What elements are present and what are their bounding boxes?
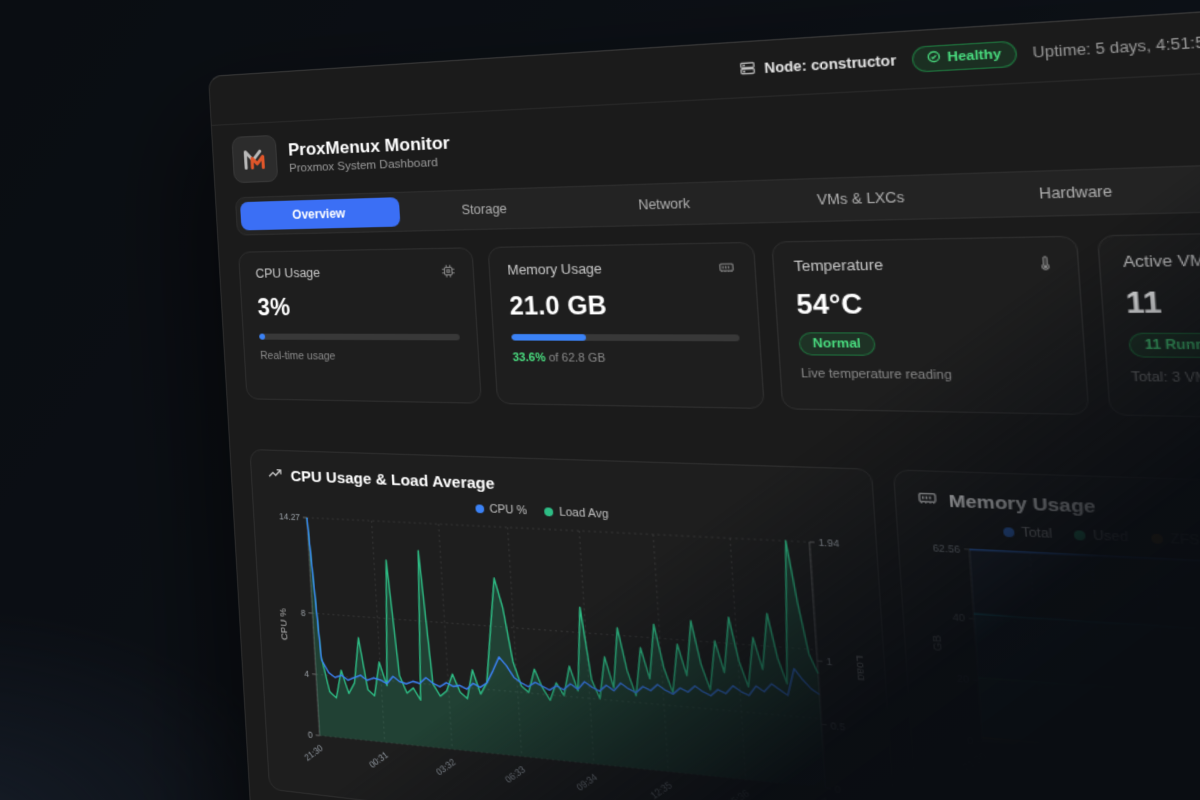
svg-text:1: 1: [826, 657, 833, 668]
memory-card-title: Memory Usage: [506, 261, 603, 278]
svg-text:GB: GB: [929, 634, 944, 651]
memory-caption: 33.6% of 62.8 GB: [512, 351, 606, 366]
svg-text:09:34: 09:34: [575, 772, 600, 794]
check-circle-icon: [926, 50, 942, 67]
svg-text:03:32: 03:32: [1082, 761, 1113, 785]
svg-text:CPU %: CPU %: [278, 608, 290, 641]
svg-text:03:32: 03:32: [434, 757, 458, 778]
dashboard-window: Node: constructor Healthy Uptime: 5 days…: [208, 0, 1200, 800]
svg-text:21:30: 21:30: [303, 743, 325, 763]
svg-text:12:35: 12:35: [648, 780, 674, 800]
vms-value: 11: [1124, 286, 1163, 320]
vms-caption: Total: 3 VMs, 9 LXC: [1130, 369, 1200, 387]
svg-text:15:36: 15:36: [725, 788, 752, 800]
memory-chart-title: Memory Usage: [948, 490, 1097, 518]
svg-text:14.27: 14.27: [279, 512, 301, 523]
memory-progress: [511, 334, 740, 342]
svg-text:8: 8: [301, 608, 307, 618]
tab-system-logs[interactable]: System Logs: [1190, 164, 1200, 207]
cpu-chip-icon: [440, 264, 456, 282]
memory-chart: 21:3000:3103:3206:3309:3412:3515:3618:37…: [919, 535, 1200, 800]
svg-text:06:33: 06:33: [503, 764, 528, 785]
memory-chip-icon: [718, 259, 736, 279]
stat-cards-row: CPU Usage 3% Real-time usage Memory Usag…: [219, 228, 1200, 423]
memory-usage-card: Memory Usage 21.0 GB 33.6% of 62.8 GB: [487, 241, 765, 410]
cpu-value: 3%: [256, 293, 291, 321]
trending-up-icon: [267, 465, 284, 486]
temperature-value: 54°C: [795, 288, 864, 320]
vms-card-title: Active VM & LXC: [1122, 251, 1200, 271]
tab-overview[interactable]: Overview: [239, 197, 401, 231]
dashboard-panel: Node: constructor Healthy Uptime: 5 days…: [208, 0, 1200, 800]
svg-text:0: 0: [308, 730, 314, 740]
cpu-progress: [259, 333, 460, 341]
node-info: Node: constructor: [738, 51, 897, 80]
svg-text:00:31: 00:31: [1020, 756, 1051, 780]
server-icon: [738, 59, 756, 79]
tab-hardware[interactable]: Hardware: [1038, 182, 1113, 203]
svg-text:00:31: 00:31: [367, 750, 390, 771]
memory-value: 21.0 GB: [508, 291, 608, 320]
tab-storage[interactable]: Storage: [461, 201, 508, 218]
svg-text:0: 0: [834, 784, 841, 796]
uptime-text: Uptime: 5 days, 4:51:51: [1032, 33, 1200, 62]
active-vm-lxc-card: Active VM & LXC 11 11 Running 1 Stopped …: [1096, 228, 1200, 423]
svg-text:0.5: 0.5: [830, 720, 846, 732]
cpu-load-chart: 21:30 00:31 03:32 06:33 09:34 12:35 15:36 18:37…: [269, 506, 875, 800]
svg-text:06:33: 06:33: [1145, 767, 1177, 791]
main-grid: CPU Usage & Load Average CPU % Load Avg …: [230, 448, 1200, 800]
svg-text:20: 20: [956, 674, 970, 686]
temperature-card: Temperature 54°C Normal Live temperature…: [771, 235, 1090, 416]
cpu-caption: Real-time usage: [259, 349, 336, 363]
temperature-card-title: Temperature: [793, 257, 884, 275]
svg-text:21:30: 21:30: [960, 750, 990, 773]
temperature-caption: Live temperature reading: [800, 366, 953, 383]
tab-vms-lxcs[interactable]: VMs & LXCs: [816, 189, 905, 209]
svg-text:1.94: 1.94: [818, 538, 840, 550]
running-badge: 11 Running: [1128, 332, 1200, 359]
memory-chart-card: Memory Usage Total Used ZFS ARC Availabl…: [892, 469, 1200, 800]
tab-network[interactable]: Network: [637, 195, 691, 213]
proxmenux-logo: [231, 134, 279, 184]
svg-text:18:37: 18:37: [804, 796, 832, 800]
svg-text:40: 40: [952, 612, 966, 624]
cpu-card-title: CPU Usage: [255, 265, 321, 281]
svg-text:62.56: 62.56: [932, 542, 961, 554]
temperature-status-badge: Normal: [798, 332, 876, 356]
health-badge: Healthy: [910, 40, 1018, 73]
cpu-chart-title: CPU Usage & Load Average: [290, 467, 496, 493]
thermometer-icon: [1035, 254, 1056, 275]
svg-text:0: 0: [967, 736, 975, 748]
memory-icon: [916, 488, 939, 513]
svg-text:Load: Load: [854, 655, 869, 681]
cpu-load-chart-card: CPU Usage & Load Average CPU % Load Avg …: [249, 448, 899, 800]
svg-text:4: 4: [304, 669, 310, 679]
node-label: Node: constructor: [763, 52, 897, 77]
cpu-usage-card: CPU Usage 3% Real-time usage: [238, 247, 482, 404]
